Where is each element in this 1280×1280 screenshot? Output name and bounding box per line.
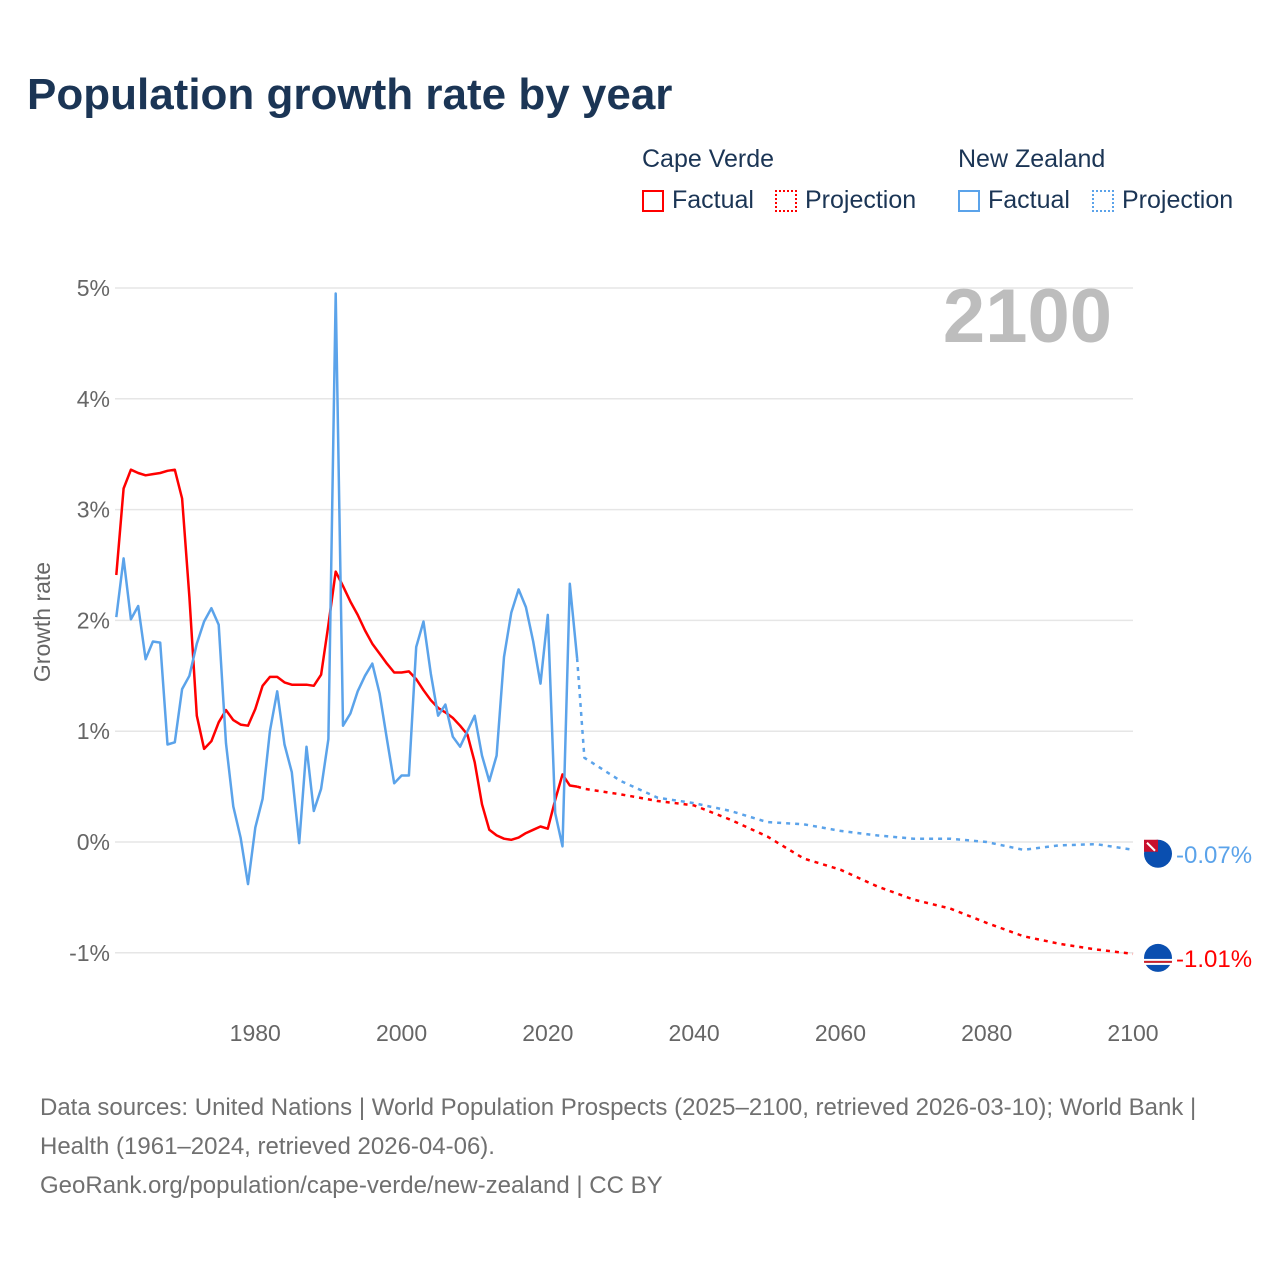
y-tick-label: 1% — [77, 718, 110, 744]
legend-label: Factual — [988, 186, 1070, 214]
y-axis-label: Growth rate — [29, 562, 55, 682]
y-tick-label: 4% — [77, 386, 110, 412]
x-tick-label: 2100 — [1107, 1020, 1158, 1046]
x-tick-label: 2040 — [669, 1020, 720, 1046]
x-tick-label: 2020 — [522, 1020, 573, 1046]
legend-item-new-zealand-factual[interactable]: Factual — [958, 186, 1070, 215]
end-value-label: -0.07% — [1176, 842, 1252, 869]
flag-cross — [1146, 842, 1156, 852]
flag-new-zealand-icon — [1144, 839, 1172, 868]
legend-item-cape-verde-projection[interactable]: Projection — [775, 186, 916, 215]
x-tick-label: 1980 — [230, 1020, 281, 1046]
y-tick-label: 3% — [77, 497, 110, 523]
x-tick-label: 2080 — [961, 1020, 1012, 1046]
y-tick-label: -1% — [69, 940, 110, 966]
series-line-cape-verde-factual — [115, 468, 578, 842]
legend-label: Projection — [805, 186, 917, 214]
footer: Data sources: United Nations | World Pop… — [40, 1088, 1240, 1205]
legend-item-new-zealand-projection[interactable]: Projection — [1092, 186, 1233, 215]
flag-stripe — [1144, 958, 1172, 961]
legend-item-cape-verde-factual[interactable]: Factual — [642, 186, 754, 215]
legend-label: Factual — [672, 186, 754, 214]
flag-stripe — [1144, 962, 1172, 965]
y-tick-label: 5% — [77, 275, 110, 301]
chart-title: Population growth rate by year — [27, 70, 673, 119]
year-indicator: 2100 — [943, 274, 1112, 359]
y-tick-label: 2% — [77, 607, 110, 633]
flag-stripe — [1144, 960, 1172, 963]
legend-swatch-dotted — [1092, 189, 1114, 212]
flag-circle — [1144, 943, 1172, 972]
legend-swatch-solid — [642, 189, 664, 212]
data-sources: Data sources: United Nations | World Pop… — [40, 1094, 1197, 1160]
credit-link[interactable]: GeoRank.org/population/cape-verde/new-ze… — [40, 1172, 663, 1199]
end-value-label: -1.01% — [1176, 946, 1252, 973]
series-line-new-zealand-factual — [115, 292, 579, 886]
y-tick-label: 0% — [77, 829, 110, 855]
series-line-new-zealand-projection — [575, 658, 1134, 852]
legend-group-new-zealand: New Zealand — [958, 145, 1106, 173]
x-tick-label: 2000 — [376, 1020, 427, 1046]
series-line-cape-verde-projection — [576, 785, 1134, 956]
x-tick-label: 2060 — [815, 1020, 866, 1046]
legend-swatch-dotted — [775, 189, 797, 212]
legend-label: Projection — [1122, 186, 1234, 214]
flag-cape-verde-icon — [1144, 943, 1172, 972]
legend-swatch-solid — [958, 189, 980, 212]
legend-group-cape-verde: Cape Verde — [642, 145, 775, 173]
